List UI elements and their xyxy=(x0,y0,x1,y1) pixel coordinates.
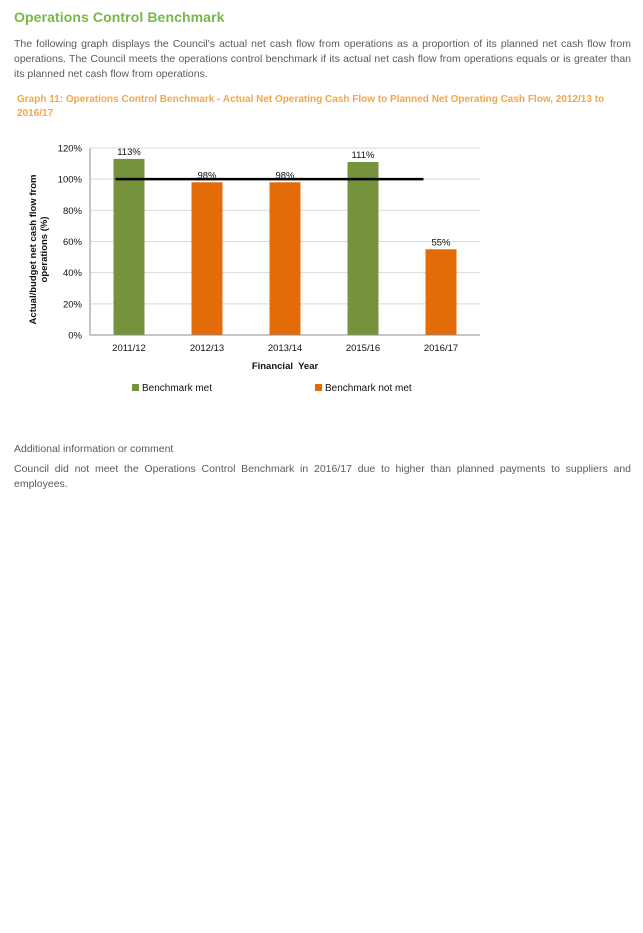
y-tick-label: 120% xyxy=(58,144,83,155)
y-tick-label: 60% xyxy=(63,237,83,248)
bar-2013-14 xyxy=(269,182,301,335)
y-tick-label: 20% xyxy=(63,299,83,310)
section-heading: Operations Control Benchmark xyxy=(14,9,225,25)
legend-item-met: Benchmark met xyxy=(132,383,212,394)
x-tick-label: 2012/13 xyxy=(190,343,224,354)
benchmark-chart: 0% 20% 40% 60% 80% 100% 120% 2011/12 2012/13 2013… xyxy=(20,132,500,417)
graph-caption: Graph 11: Operations Control Benchmark -… xyxy=(17,94,605,119)
bar-2015-16 xyxy=(347,162,379,335)
legend-swatch xyxy=(132,384,139,391)
intro-paragraph: The following graph displays the Council… xyxy=(14,38,631,80)
y-axis-title-line: Actual/budget net cash flow from xyxy=(28,175,39,325)
y-tick-label: 100% xyxy=(58,175,83,186)
data-label: 113% xyxy=(117,147,141,158)
x-tick-label: 2011/12 xyxy=(112,343,146,354)
legend-label: Benchmark met xyxy=(142,383,212,394)
legend-item-not_met: Benchmark not met xyxy=(315,383,412,394)
chart-svg: 0% 20% 40% 60% 80% 100% 120% 2011/12 2012/13 2013… xyxy=(28,144,480,394)
additional-info-label: Additional information or comment xyxy=(14,443,174,455)
data-label: 98% xyxy=(197,170,217,181)
bar-2016-17 xyxy=(425,249,457,335)
axis-layer: 0% 20% 40% 60% 80% 100% 120% 2011/12 2012/13 2013… xyxy=(28,144,480,372)
label-layer: 113% 98% 98% 111% 55% xyxy=(117,147,451,248)
data-label: 98% xyxy=(275,170,295,181)
comment-paragraph: Council did not meet the Operations Cont… xyxy=(14,463,631,490)
data-label: 111% xyxy=(352,150,375,161)
y-axis-title-line: operations (%) xyxy=(39,217,50,283)
legend-label: Benchmark not met xyxy=(325,383,412,394)
data-label: 55% xyxy=(431,237,451,248)
x-tick-label: 2013/14 xyxy=(268,343,302,354)
x-axis-title: Financial Year xyxy=(252,361,319,372)
legend-swatch xyxy=(315,384,322,391)
y-tick-label: 80% xyxy=(63,206,83,217)
legend-layer: Benchmark met Benchmark not met xyxy=(132,383,412,394)
bar-layer xyxy=(113,158,457,335)
bar-2011-12 xyxy=(113,158,145,335)
x-tick-label: 2015/16 xyxy=(346,343,380,354)
y-tick-label: 40% xyxy=(63,268,83,279)
x-tick-label: 2016/17 xyxy=(424,343,458,354)
y-tick-label: 0% xyxy=(68,331,82,342)
bar-2012-13 xyxy=(191,182,223,335)
